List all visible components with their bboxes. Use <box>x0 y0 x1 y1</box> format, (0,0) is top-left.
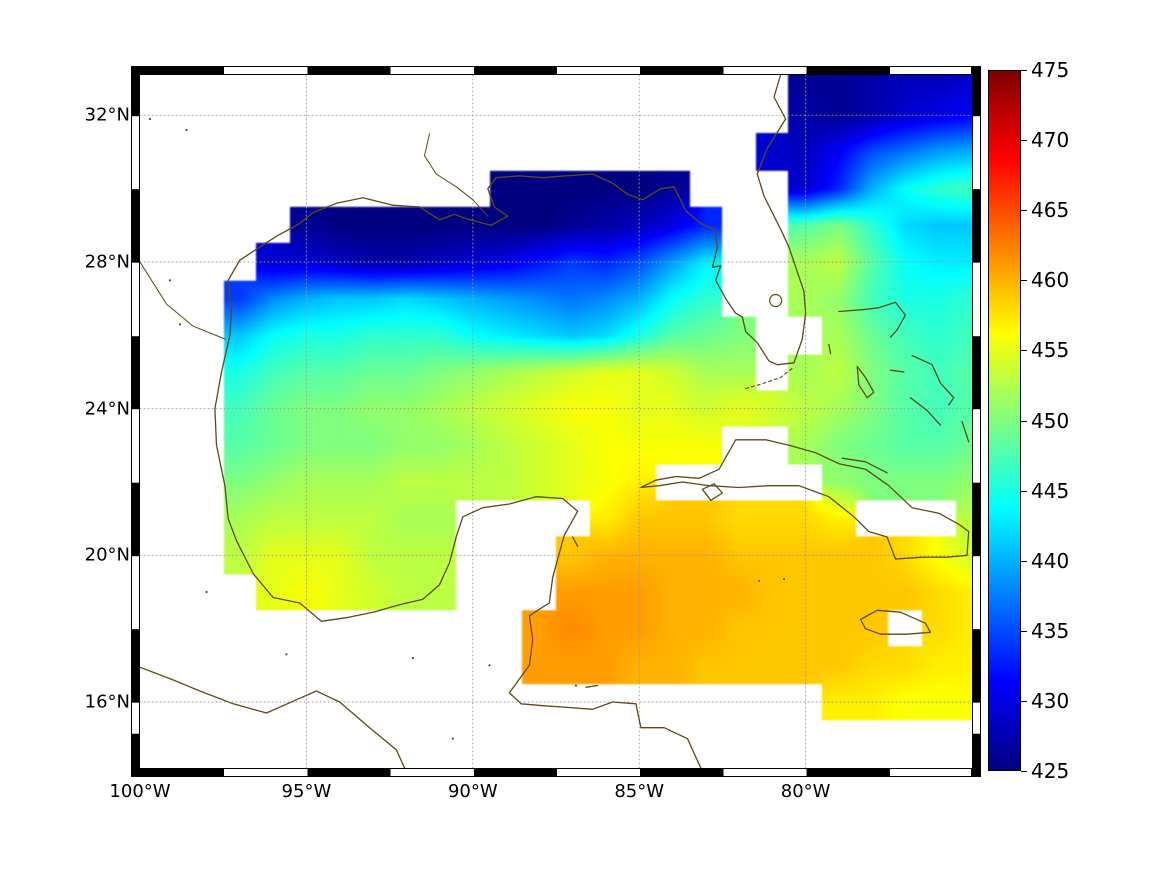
colorbar-tick-label: 430 <box>1031 688 1070 713</box>
bahamas-eleuthera <box>911 354 955 406</box>
colorbar-tick <box>1021 210 1027 212</box>
colorbar-tick-label: 470 <box>1031 128 1070 153</box>
axes-frame-bottom <box>140 768 972 777</box>
colorbar-tick-label: 425 <box>1031 759 1070 783</box>
colorbar-tick-label: 435 <box>1031 618 1070 643</box>
pacific-coast <box>140 666 406 768</box>
y-tick-label: 20°N <box>84 544 130 566</box>
bahamas-andros <box>856 365 875 399</box>
roatan <box>585 684 599 688</box>
colorbar <box>988 70 1021 771</box>
colorbar-tick-label: 465 <box>1031 198 1070 223</box>
bahamas-long-island <box>961 420 970 443</box>
colorbar-tick <box>1021 630 1027 632</box>
colorbar-tick <box>1021 140 1027 142</box>
cozumel <box>571 536 579 547</box>
land-feature-dot <box>148 117 152 121</box>
land-feature-dot <box>205 590 208 594</box>
colorbar-tick <box>1021 350 1027 352</box>
mississippi-river <box>424 133 489 217</box>
y-tick-label: 28°N <box>84 251 130 273</box>
x-tick-label: 90°W <box>447 781 498 802</box>
lake-okeechobee <box>769 293 783 308</box>
x-tick-label: 100°W <box>109 781 171 802</box>
colorbar-gradient <box>989 71 1020 770</box>
x-tick-label: 95°W <box>281 781 332 802</box>
land-feature-dot <box>782 578 786 581</box>
frame-corner <box>972 768 981 777</box>
colorbar-tick <box>1021 771 1027 772</box>
colorbar-tick <box>1021 420 1027 422</box>
florida-keys <box>745 367 793 390</box>
land-feature-dot <box>185 128 188 132</box>
land-feature-dot <box>285 653 288 656</box>
colorbar-tick <box>1021 70 1027 71</box>
frame-corner <box>131 768 140 777</box>
frame-corner <box>131 66 140 75</box>
axes-frame-top <box>140 66 972 75</box>
map-overlay-svg <box>140 75 972 768</box>
x-tick-label: 85°W <box>614 781 665 802</box>
isla-juventud <box>701 483 724 501</box>
cuba-north-cays <box>841 457 888 474</box>
land-feature-dot <box>574 684 578 687</box>
bahamas-new-providence <box>889 369 905 373</box>
jamaica-coast <box>859 609 932 635</box>
colorbar-tick-label: 475 <box>1031 58 1070 82</box>
land-feature-dot <box>757 579 761 583</box>
axes-frame-left <box>131 75 140 768</box>
bahamas-bimini <box>828 343 832 355</box>
frame-corner <box>972 66 981 75</box>
land-feature-dot <box>168 279 172 282</box>
mainland-coast <box>214 75 807 768</box>
colorbar-tick-label: 450 <box>1031 408 1070 433</box>
land-feature-dot <box>488 664 491 667</box>
y-tick-label: 24°N <box>84 398 130 420</box>
bahamas-exuma <box>909 397 942 426</box>
rio-grande <box>140 261 226 340</box>
colorbar-tick <box>1021 490 1027 492</box>
heatmap-canvas <box>140 75 972 768</box>
y-tick-label: 32°N <box>84 104 130 126</box>
colorbar-tick <box>1021 280 1027 282</box>
y-tick-label: 16°N <box>84 691 130 713</box>
colorbar-tick-label: 455 <box>1031 338 1070 363</box>
x-tick-label: 80°W <box>780 781 831 802</box>
map-plot-area <box>140 75 972 768</box>
cuba-coast <box>640 439 970 560</box>
land-feature-dot <box>451 737 454 740</box>
colorbar-tick-label: 460 <box>1031 268 1070 293</box>
land-feature-dot <box>411 656 414 660</box>
colorbar-tick-label: 445 <box>1031 478 1070 503</box>
colorbar-tick <box>1021 700 1027 702</box>
land-feature-dot <box>178 323 182 326</box>
bahamas-grand-bahama-abaco <box>838 301 907 338</box>
axes-frame-right <box>972 75 981 768</box>
colorbar-tick-label: 440 <box>1031 548 1070 573</box>
colorbar-tick <box>1021 560 1027 562</box>
